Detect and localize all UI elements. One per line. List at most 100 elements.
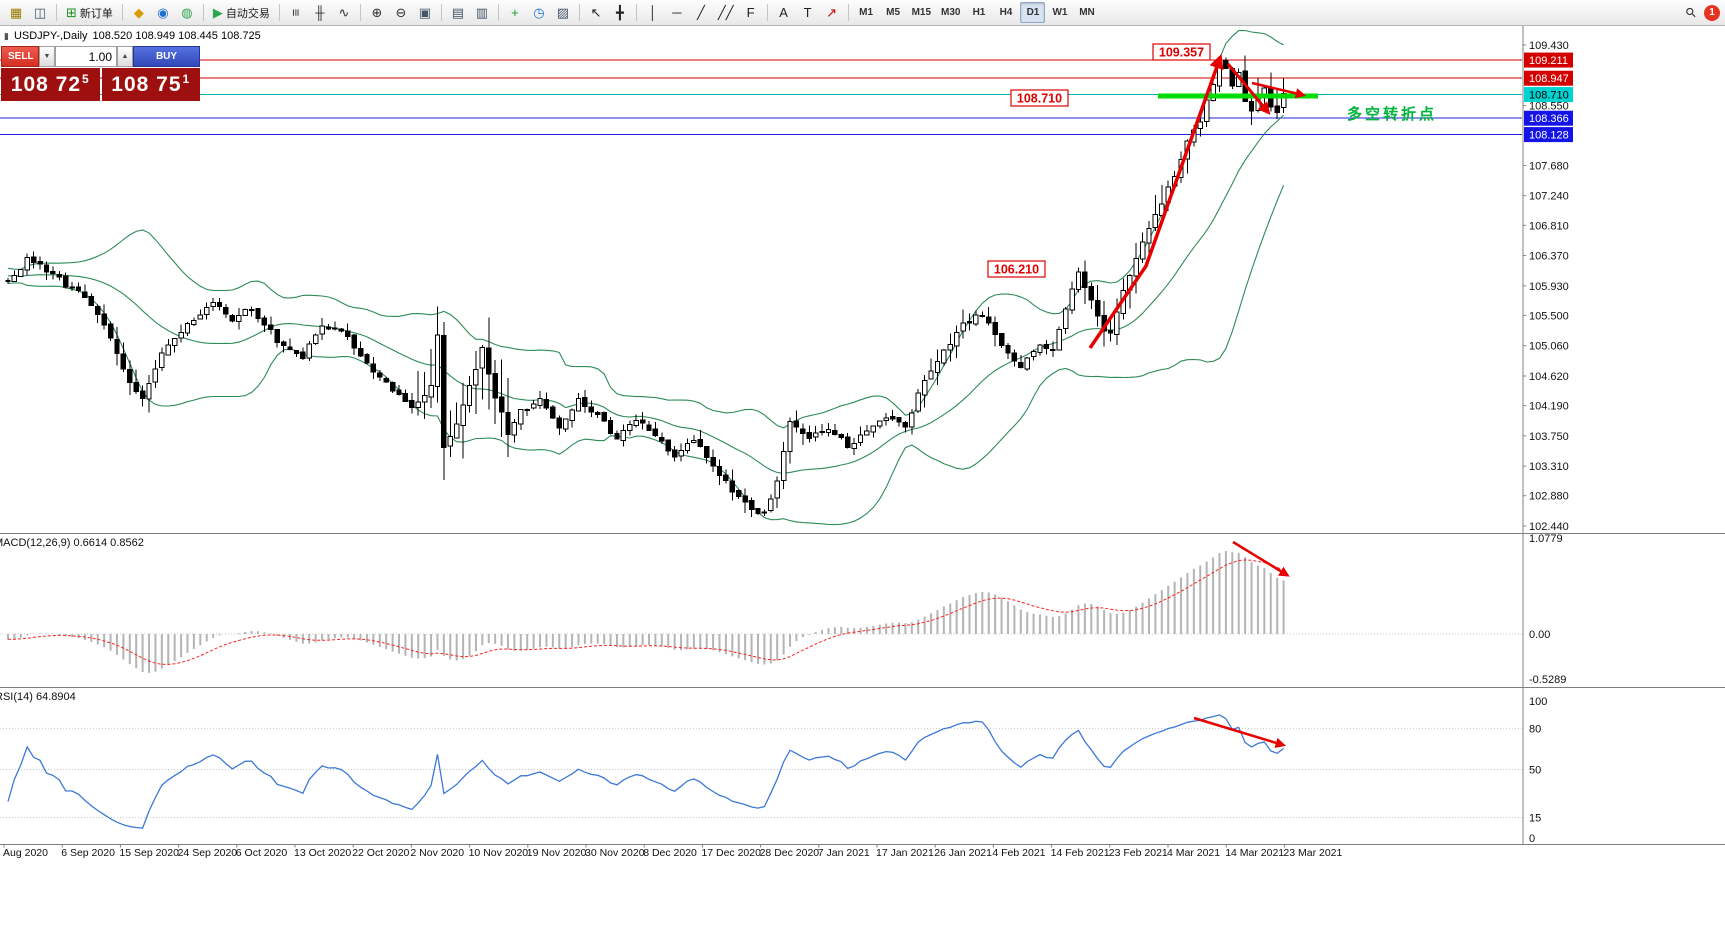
crosshair-tool-icon: ╋: [615, 5, 624, 20]
text-label-tool-button[interactable]: T: [797, 2, 819, 23]
toolbar-separator: [359, 4, 361, 21]
ask-price-display[interactable]: 108 75 1: [101, 68, 200, 101]
svg-text:102.440: 102.440: [1529, 521, 1569, 533]
svg-text:102.880: 102.880: [1529, 491, 1569, 503]
data-window-button[interactable]: ◉: [152, 2, 174, 23]
svg-text:7 Jan 2021: 7 Jan 2021: [818, 847, 870, 859]
auto-arrange-icon: ▤: [451, 5, 465, 20]
price-axis[interactable]: 109.430 108.550 107.680 107.240 106.810 106.3…: [1522, 26, 1725, 951]
profiles-button[interactable]: ◫: [29, 2, 51, 23]
templates-button[interactable]: ▨: [552, 2, 574, 23]
timeframe-w1-button[interactable]: W1: [1047, 2, 1072, 23]
svg-text:108.366: 108.366: [1529, 113, 1569, 125]
bid-price-display[interactable]: 108 72 5: [1, 68, 100, 101]
rsi-line: [7, 714, 1284, 829]
svg-text:109.211: 109.211: [1529, 55, 1568, 67]
grid-button[interactable]: ▥: [471, 2, 493, 23]
vertical-line-tool-button[interactable]: │: [642, 2, 664, 23]
line-chart-button[interactable]: ∿: [333, 2, 355, 23]
svg-text:2 Nov 2020: 2 Nov 2020: [410, 847, 464, 859]
timeframe-m15-button[interactable]: M15: [908, 2, 935, 23]
symbol-period-label: USDJPY-,Daily: [13, 30, 88, 42]
ohlc-values: 108.520 108.949 108.445 108.725: [92, 30, 261, 42]
search-icon: ⚲: [1682, 3, 1700, 22]
pivot-point-text: 多空转折点: [1347, 105, 1437, 123]
toolbar-separator: [635, 4, 637, 21]
svg-text:24 Sep 2020: 24 Sep 2020: [178, 847, 238, 859]
zoom-out-button[interactable]: ⊖: [390, 2, 412, 23]
svg-text:14 Mar 2021: 14 Mar 2021: [1225, 847, 1284, 859]
svg-text:103.310: 103.310: [1529, 461, 1569, 473]
horizontal-line-tool-button[interactable]: ─: [666, 2, 688, 23]
svg-text:15 Sep 2020: 15 Sep 2020: [119, 847, 179, 859]
timeframe-m30-button[interactable]: M30: [937, 2, 964, 23]
volume-increase-button[interactable]: ▲: [117, 46, 133, 67]
auto-arrange-button[interactable]: ▤: [447, 2, 469, 23]
arrows-tool-icon: ↗: [826, 5, 838, 20]
one-click-trading-panel: SELL ▼ ▲ BUY 108 725 108 751: [1, 46, 200, 101]
toolbar-separator: [497, 4, 499, 21]
timeframe-m1-button[interactable]: M1: [854, 2, 879, 23]
new-order-button[interactable]: ⊞ 新订单: [62, 2, 117, 23]
horizontal-line-tool-icon: ─: [672, 5, 682, 20]
svg-text:104.190: 104.190: [1529, 401, 1569, 413]
autotrading-label: 自动交易: [225, 7, 270, 20]
autotrading-button[interactable]: ▶ 自动交易: [209, 2, 274, 23]
rsi-panel[interactable]: [0, 714, 1522, 829]
new-chart-button[interactable]: ▦: [5, 2, 27, 23]
search-button[interactable]: ⚲: [1680, 2, 1702, 23]
terminal-button[interactable]: ◍: [176, 2, 198, 23]
market-watch-button[interactable]: ◆: [128, 2, 150, 23]
timeframe-h4-button[interactable]: H4: [993, 2, 1018, 23]
main-price-panel[interactable]: [0, 29, 1522, 526]
toolbar-separator: [202, 4, 204, 21]
tile-windows-button[interactable]: ▣: [414, 2, 436, 23]
zoom-in-button[interactable]: ⊕: [366, 2, 388, 23]
timeframe-d1-button[interactable]: D1: [1020, 2, 1046, 23]
channel-tool-button[interactable]: ╱╱: [714, 2, 738, 23]
crosshair-tool-button[interactable]: ╋: [609, 2, 631, 23]
trendline-tool-button[interactable]: ╱: [690, 2, 712, 23]
red-trend-arrow: [1226, 63, 1271, 115]
arrows-tool-button[interactable]: ↗: [821, 2, 843, 23]
bid-price-main: 108 72: [10, 72, 82, 96]
text-label-tool-icon: T: [803, 5, 812, 20]
svg-text:6 Oct 2020: 6 Oct 2020: [236, 847, 288, 859]
timeframe-h1-button[interactable]: H1: [966, 2, 991, 23]
toolbar-separator: [766, 4, 768, 21]
svg-text:105.500: 105.500: [1529, 310, 1569, 322]
svg-text:-0.5289: -0.5289: [1529, 674, 1566, 686]
volume-decrease-button[interactable]: ▼: [39, 46, 55, 67]
svg-text:107.680: 107.680: [1529, 160, 1569, 172]
svg-text:23 Mar 2021: 23 Mar 2021: [1283, 847, 1342, 859]
notifications-button[interactable]: 1: [1704, 4, 1720, 21]
price-chart-svg[interactable]: 109.430 108.550 107.680 107.240 106.810 106.3…: [0, 26, 1725, 951]
buy-button[interactable]: BUY: [133, 46, 200, 67]
macd-panel[interactable]: [0, 551, 1522, 673]
svg-text:多空转折点: 多空转折点: [1347, 105, 1437, 123]
timeframe-mn-button[interactable]: MN: [1074, 2, 1099, 23]
svg-text:1.0779: 1.0779: [1529, 533, 1563, 545]
chart-area[interactable]: 109.430 108.550 107.680 107.240 106.810 106.3…: [0, 26, 1725, 951]
svg-text:109.357: 109.357: [1159, 46, 1204, 60]
svg-text:13 Oct 2020: 13 Oct 2020: [294, 847, 351, 859]
periods-button[interactable]: ◷: [528, 2, 550, 23]
rsi-axis-labels: 100 80 50 15 0 RSI(14) 64.8904: [0, 691, 1547, 845]
bar-chart-button[interactable]: ≡: [285, 2, 307, 23]
timeframe-m5-button[interactable]: M5: [881, 2, 906, 23]
svg-text:17 Dec 2020: 17 Dec 2020: [701, 847, 761, 859]
indicators-button[interactable]: +: [504, 2, 526, 23]
periods-icon: ◷: [533, 5, 545, 20]
cursor-tool-button[interactable]: ↖: [585, 2, 607, 23]
svg-text:0.00: 0.00: [1529, 629, 1550, 641]
sell-button[interactable]: SELL: [1, 46, 39, 67]
text-tool-button[interactable]: A: [773, 2, 795, 23]
candlestick-chart-button[interactable]: ╫: [309, 2, 331, 23]
fibonacci-tool-button[interactable]: F: [740, 2, 762, 23]
autotrading-icon: ▶: [212, 5, 223, 20]
volume-input[interactable]: [55, 46, 117, 67]
svg-text:103.750: 103.750: [1529, 431, 1569, 443]
svg-text:19 Nov 2020: 19 Nov 2020: [527, 847, 587, 859]
svg-text:8 Dec 2020: 8 Dec 2020: [643, 847, 697, 859]
